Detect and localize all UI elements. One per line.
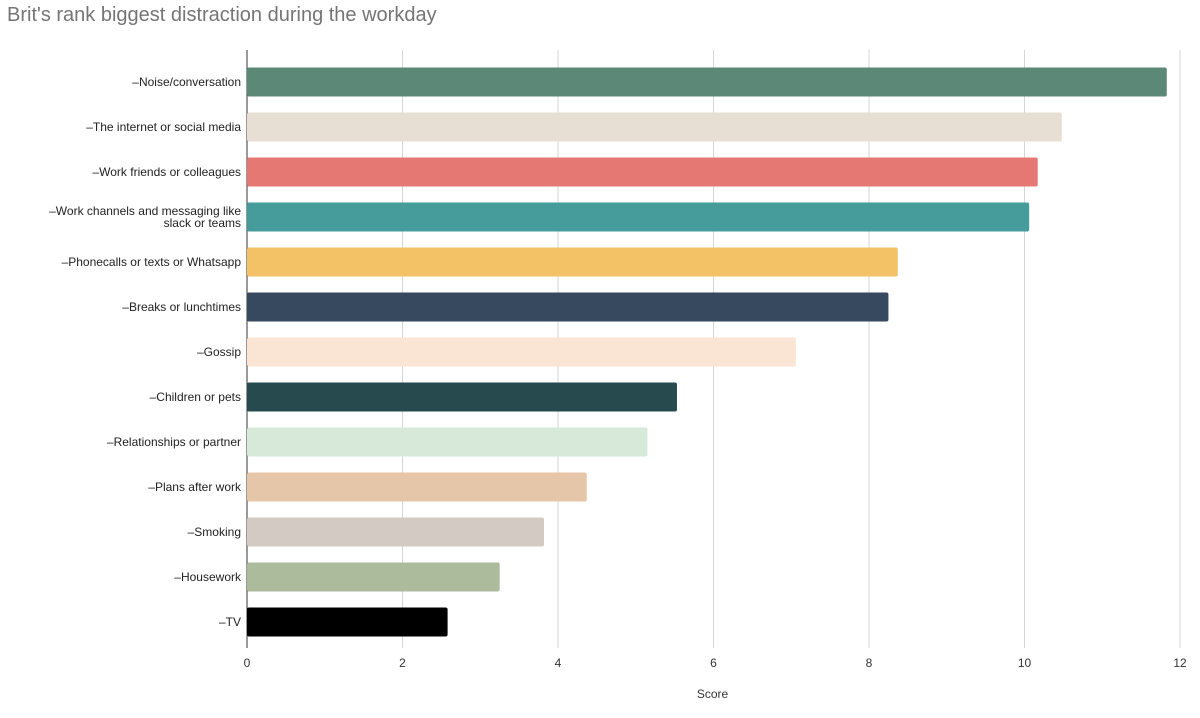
category-label: –TV (219, 615, 241, 629)
bar (247, 382, 677, 412)
bar (247, 112, 1062, 142)
x-tick-label: 12 (1173, 656, 1187, 670)
x-tick-label: 2 (399, 656, 406, 670)
category-label: –Housework (174, 570, 242, 584)
bar (247, 337, 796, 367)
category-label: –Smoking (188, 525, 241, 539)
bar (247, 472, 587, 502)
category-label: –Breaks or lunchtimes (122, 300, 241, 314)
bar (247, 247, 898, 277)
bar (247, 562, 500, 592)
category-label: –Noise/conversation (132, 75, 241, 89)
category-label: –The internet or social media (86, 120, 241, 134)
bar (247, 202, 1030, 232)
x-tick-label: 0 (244, 656, 251, 670)
x-tick-label: 8 (866, 656, 873, 670)
x-tick-label: 6 (710, 656, 717, 670)
bar (247, 607, 448, 637)
bar (247, 427, 648, 457)
x-tick-label: 10 (1018, 656, 1032, 670)
category-label: –Plans after work (148, 480, 242, 494)
category-label: –Phonecalls or texts or Whatsapp (62, 255, 242, 269)
category-label: –Relationships or partner (107, 435, 241, 449)
bar (247, 157, 1038, 187)
chart-title: Brit's rank biggest distraction during t… (7, 4, 437, 26)
category-label: –Work channels and messaging like slack o… (49, 204, 241, 230)
x-axis-label: Score (697, 687, 729, 701)
category-label: –Children or pets (150, 390, 241, 404)
x-tick-label: 4 (555, 656, 562, 670)
category-label: –Work friends or colleagues (92, 165, 241, 179)
bar (247, 67, 1167, 97)
bar (247, 292, 889, 322)
bar (247, 517, 545, 547)
category-label: –Gossip (197, 345, 241, 359)
